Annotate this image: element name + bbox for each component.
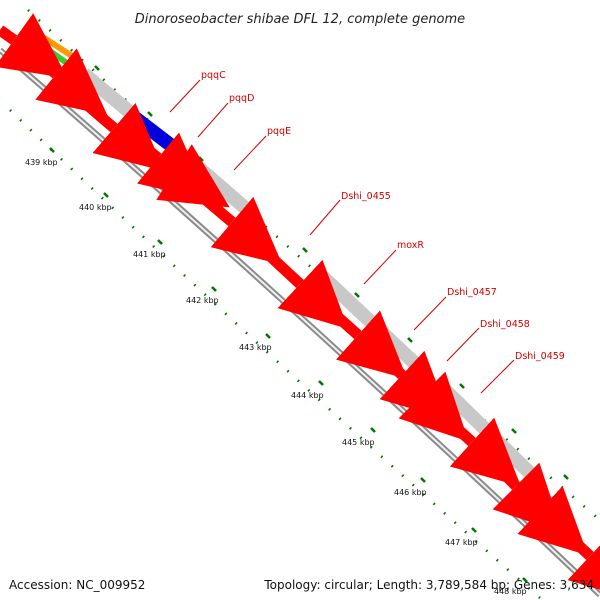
cds-arrow — [0, 13, 68, 79]
tick-labels: 439 kbp 440 kbp 441 kbp 442 kbp 443 kbp … — [25, 158, 527, 596]
tick-label: 439 kbp — [25, 158, 58, 167]
cds-arrow — [517, 486, 588, 556]
cds-arrow — [307, 288, 408, 379]
cds-arrow — [68, 87, 165, 171]
cds-arrow — [156, 144, 230, 208]
gene-label-pqqd: pqqD — [229, 93, 254, 104]
topology-text: Topology: circular; Length: 3,789,584 bp… — [264, 578, 594, 592]
cds-arrow — [424, 397, 521, 487]
outer-features — [30, 29, 542, 486]
label-leaders — [169, 79, 515, 394]
cds-arrow — [398, 371, 469, 442]
inner-tick-ring — [9, 109, 541, 599]
cds-arrow — [474, 444, 563, 533]
cds-arrow — [556, 523, 600, 600]
misc-feature — [186, 155, 256, 219]
gene-labels: pqqC pqqD pqqE Dshi_0455 moxR Dshi_0457 … — [201, 70, 565, 362]
tick-label: 442 kbp — [186, 296, 219, 305]
gene-label-pqqe: pqqE — [267, 126, 291, 137]
map-title: Dinoroseobacter shibae DFL 12, complete … — [135, 12, 465, 27]
cds-features — [0, 13, 600, 600]
tick-label: 445 kbp — [342, 438, 375, 447]
cds-arrow — [16, 40, 108, 116]
gene-label-dshi-0458: Dshi_0458 — [480, 319, 530, 330]
tick-label: 446 kbp — [394, 488, 427, 497]
tick-label: 441 kbp — [133, 250, 166, 259]
tick-label: 444 kbp — [291, 391, 324, 400]
tick-label: 448 kbp — [494, 587, 527, 596]
outer-tick-ring — [27, 9, 600, 521]
cds-arrow — [120, 125, 209, 200]
gene-label-dshi-0455: Dshi_0455 — [341, 191, 391, 202]
gene-label-dshi-0457: Dshi_0457 — [447, 287, 497, 298]
accession-text: Accession: NC_009952 — [9, 578, 146, 592]
gene-label-dshi-0459: Dshi_0459 — [515, 351, 565, 362]
outer-major-ticks — [94, 65, 569, 480]
gene-label-pqqc: pqqC — [201, 70, 226, 81]
tick-label: 440 kbp — [79, 203, 112, 212]
cds-arrow — [176, 173, 283, 265]
cds-arrow — [253, 239, 349, 329]
inner-major-ticks — [49, 147, 528, 583]
tick-label: 447 kbp — [445, 538, 478, 547]
gene-label-moxr: moxR — [397, 240, 424, 251]
cds-arrow — [358, 333, 451, 420]
tick-label: 443 kbp — [239, 343, 272, 352]
